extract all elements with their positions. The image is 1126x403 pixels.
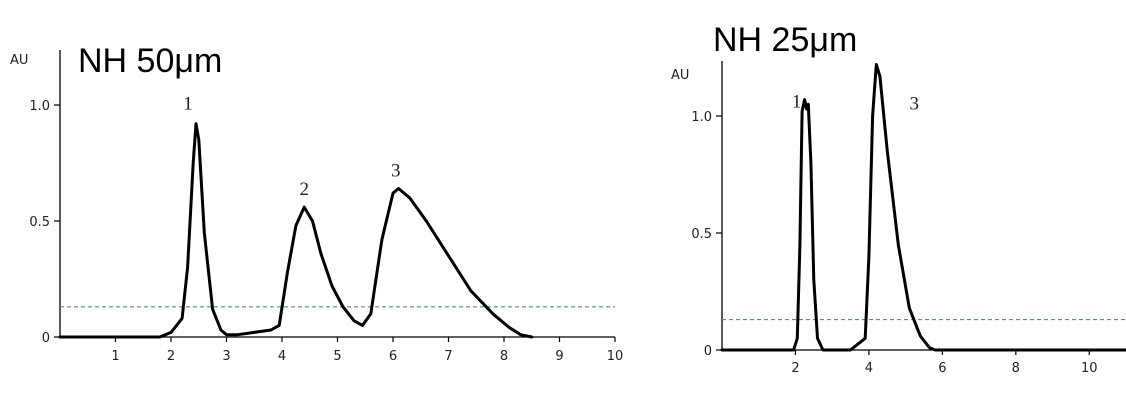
peak-label-2: 2 bbox=[299, 179, 309, 200]
y-tick-label: 0 bbox=[42, 331, 50, 346]
peak-label-1: 1 bbox=[792, 92, 802, 113]
x-tick-label: 2 bbox=[167, 349, 175, 364]
peak-label-1: 1 bbox=[183, 94, 193, 115]
chromatogram-trace bbox=[58, 122, 534, 339]
chart-2: NH 25μm AU 0 0.5 1.0 2 4 6 8 10 1 3 bbox=[671, 21, 1126, 376]
chart-1: NH 50μm AU 0 0.5 1.0 1 2 3 4 5 6 7 8 9 10 1 2 3 bbox=[10, 42, 623, 364]
x-tick-label: 5 bbox=[333, 349, 341, 364]
x-tick-label: 6 bbox=[389, 349, 397, 364]
x-tick-label: 4 bbox=[865, 361, 873, 376]
chromatogram-trace bbox=[720, 63, 1126, 352]
x-tick-label: 10 bbox=[1081, 361, 1098, 376]
x-tick-label: 6 bbox=[938, 361, 946, 376]
x-tick-label: 1 bbox=[111, 349, 119, 364]
y-tick-label: 0 bbox=[704, 344, 712, 359]
chart-title: NH 50μm bbox=[78, 42, 222, 80]
x-tick-label: 8 bbox=[500, 349, 508, 364]
y-axis-unit: AU bbox=[671, 68, 689, 83]
x-tick-label: 10 bbox=[607, 349, 624, 364]
y-tick-label: 0.5 bbox=[691, 227, 712, 242]
x-tick-label: 4 bbox=[278, 349, 286, 364]
x-tick-label: 3 bbox=[222, 349, 230, 364]
chart-title: NH 25μm bbox=[713, 21, 857, 59]
y-tick-label: 0.5 bbox=[29, 215, 50, 230]
y-tick-label: 1.0 bbox=[691, 110, 712, 125]
peak-label-3: 3 bbox=[910, 94, 920, 115]
y-tick-label: 1.0 bbox=[29, 99, 50, 114]
x-tick-label: 2 bbox=[791, 361, 799, 376]
peak-label-3: 3 bbox=[391, 161, 401, 182]
y-axis-unit: AU bbox=[10, 53, 28, 68]
x-tick-label: 8 bbox=[1012, 361, 1020, 376]
x-tick-label: 7 bbox=[444, 349, 452, 364]
x-tick-label: 9 bbox=[555, 349, 563, 364]
